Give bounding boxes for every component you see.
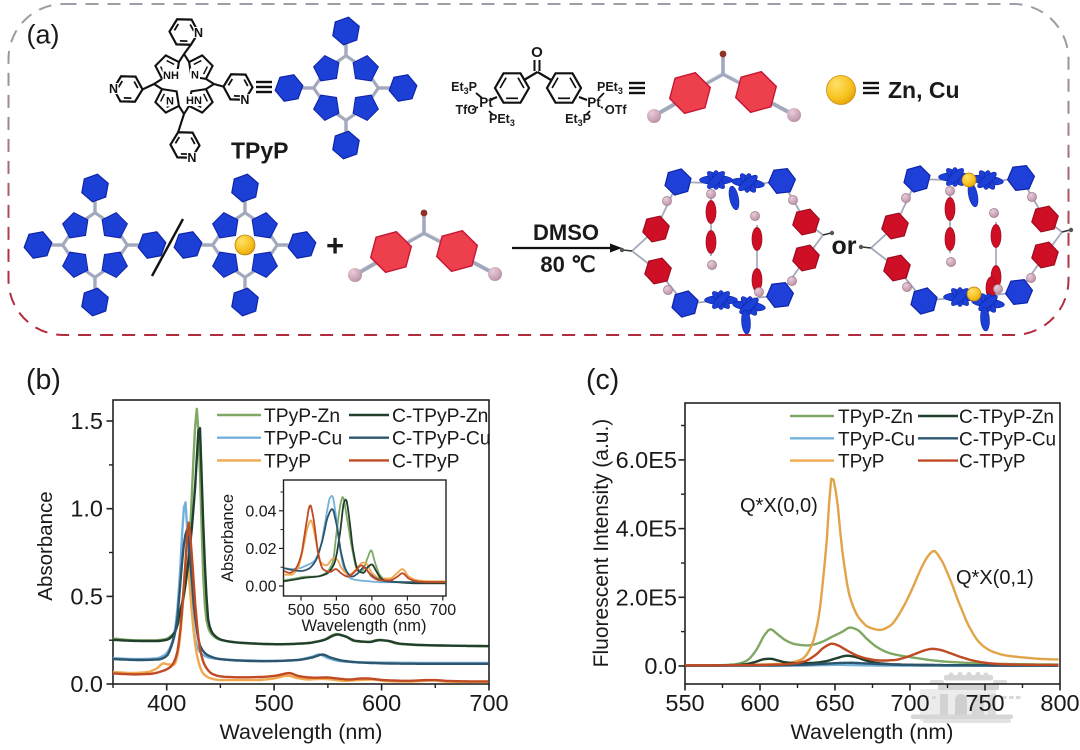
svg-text:0.02: 0.02 — [245, 541, 276, 558]
svg-text:Wavelength (nm): Wavelength (nm) — [791, 720, 954, 744]
svg-text:TfO: TfO — [455, 103, 477, 117]
svg-text:C-TPyP-Cu: C-TPyP-Cu — [392, 429, 491, 450]
svg-text:Pt: Pt — [587, 95, 601, 110]
svg-text:O: O — [531, 44, 543, 61]
svg-text:Q*X(0,0): Q*X(0,0) — [740, 495, 818, 517]
svg-text:C-TPyP-Cu: C-TPyP-Cu — [959, 429, 1056, 450]
svg-text:0.04: 0.04 — [245, 503, 276, 520]
svg-text:Absorbance: Absorbance — [219, 494, 237, 582]
svg-text:Wavelength (nm): Wavelength (nm) — [301, 617, 426, 635]
svg-text:500: 500 — [254, 690, 293, 716]
svg-text:Pt: Pt — [479, 95, 493, 110]
svg-text:600: 600 — [362, 690, 401, 716]
svg-text:400: 400 — [147, 690, 186, 716]
svg-text:N: N — [191, 70, 199, 82]
svg-text:750: 750 — [965, 690, 1004, 716]
svg-text:TPyP: TPyP — [231, 138, 289, 164]
svg-text:(b): (b) — [26, 364, 61, 396]
svg-text:or: or — [832, 232, 857, 260]
svg-text:700: 700 — [890, 690, 929, 716]
svg-text:(c): (c) — [586, 364, 619, 396]
svg-text:1.0: 1.0 — [70, 496, 103, 522]
svg-text:550: 550 — [323, 602, 350, 619]
svg-text:NH: NH — [163, 70, 179, 82]
svg-text:550: 550 — [665, 690, 704, 716]
svg-text:600: 600 — [359, 602, 386, 619]
svg-text:C-TPyP: C-TPyP — [959, 452, 1026, 473]
svg-text:DMSO: DMSO — [533, 220, 599, 245]
svg-text:N: N — [187, 151, 196, 165]
svg-text:1.5: 1.5 — [70, 408, 103, 434]
svg-text:HN: HN — [186, 95, 202, 107]
svg-text:80 ℃: 80 ℃ — [540, 252, 595, 277]
svg-text:650: 650 — [394, 602, 421, 619]
svg-text:N: N — [194, 26, 203, 40]
svg-text:OTf: OTf — [605, 103, 627, 117]
svg-text:(a): (a) — [27, 20, 60, 50]
svg-text:C-TPyP-Zn: C-TPyP-Zn — [392, 406, 488, 427]
svg-text:N: N — [240, 93, 249, 107]
svg-text:Et3P: Et3P — [565, 112, 591, 128]
svg-text:C-TPyP: C-TPyP — [392, 451, 459, 472]
svg-text:0.5: 0.5 — [70, 583, 103, 609]
svg-text:+: + — [326, 228, 344, 263]
svg-text:Wavelength (nm): Wavelength (nm) — [220, 720, 383, 744]
svg-text:Absorbance: Absorbance — [34, 491, 57, 600]
svg-text:Zn, Cu: Zn, Cu — [888, 77, 960, 103]
svg-text:700: 700 — [469, 690, 508, 716]
svg-text:4.0E5: 4.0E5 — [616, 516, 677, 542]
svg-text:700: 700 — [429, 602, 456, 619]
svg-text:N: N — [166, 96, 174, 108]
svg-text:500: 500 — [288, 602, 315, 619]
svg-text:TPyP-Cu: TPyP-Cu — [838, 429, 915, 450]
svg-text:6.0E5: 6.0E5 — [616, 447, 677, 473]
svg-text:TPyP-Zn: TPyP-Zn — [838, 407, 913, 428]
svg-text:0.00: 0.00 — [245, 579, 276, 596]
svg-text:650: 650 — [815, 690, 854, 716]
svg-text:Fluorescent Intensity (a.u.): Fluorescent Intensity (a.u.) — [590, 419, 613, 668]
svg-text:TPyP-Cu: TPyP-Cu — [264, 429, 342, 450]
svg-text:C-TPyP-Zn: C-TPyP-Zn — [959, 407, 1054, 428]
svg-text:0.0: 0.0 — [644, 653, 677, 679]
svg-text:0.0: 0.0 — [70, 671, 103, 697]
svg-text:600: 600 — [740, 690, 779, 716]
svg-text:PEt3: PEt3 — [489, 112, 515, 128]
svg-text:N: N — [109, 82, 118, 96]
svg-text:Q*X(0,1): Q*X(0,1) — [956, 567, 1034, 589]
svg-text:TPyP-Zn: TPyP-Zn — [264, 406, 340, 427]
svg-text:800: 800 — [1040, 690, 1079, 716]
svg-text:PEt3: PEt3 — [597, 80, 623, 96]
svg-text:TPyP: TPyP — [838, 452, 884, 473]
svg-text:Et3P: Et3P — [451, 80, 477, 96]
svg-text:2.0E5: 2.0E5 — [616, 584, 677, 610]
svg-text:TPyP: TPyP — [264, 451, 311, 472]
